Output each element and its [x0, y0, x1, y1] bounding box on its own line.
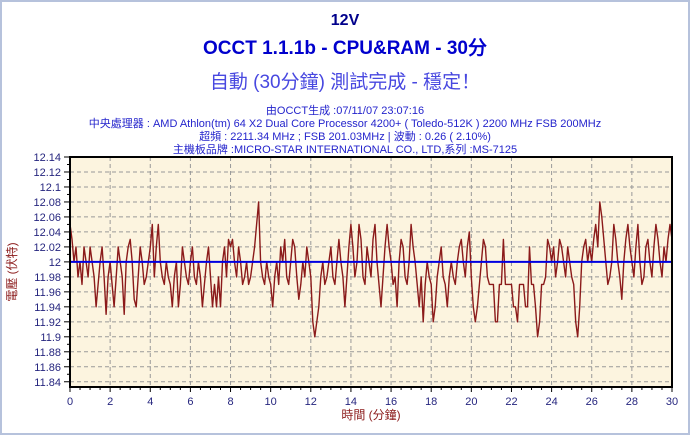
- x-axis-tick-label: 16: [385, 396, 397, 408]
- y-axis-tick-label: 12.1: [40, 182, 61, 194]
- y-axis-tick-label: 11.96: [34, 287, 61, 299]
- overclock-info: 超頻 : 2211.34 MHz ; FSB 201.03MHz | 波動 : …: [199, 131, 491, 143]
- y-axis-tick-label: 12.02: [33, 242, 61, 254]
- y-axis-tick-label: 11.98: [34, 272, 61, 284]
- x-axis-title: 時間 (分鐘): [341, 407, 400, 422]
- y-axis-tick-labels: 12.14 12.12 12.1 12.08 12.06 12.04 12.02 12 11.9…: [33, 152, 61, 389]
- x-axis-tick-label: 24: [545, 396, 557, 408]
- voltage-series-line: [69, 201, 673, 338]
- system-info-block: 由OCCT生成 :07/11/07 23:07:16 中央處理器 : AMD A…: [2, 105, 688, 157]
- test-subtitle: OCCT 1.1.1b - CPU&RAM - 30分: [203, 38, 487, 59]
- voltage-chart: 12.14 12.12 12.1 12.08 12.06 12.04 12.02 12 11.9…: [4, 152, 678, 422]
- axis-ticks: [64, 156, 673, 392]
- x-axis-tick-label: 28: [626, 396, 638, 408]
- cpu-info: 中央處理器 : AMD Athlon(tm) 64 X2 Dual Core P…: [88, 118, 602, 130]
- x-axis-tick-label: 4: [147, 396, 153, 408]
- y-axis-tick-label: 11.88: [34, 347, 61, 359]
- y-axis-title: 電壓 (伏特): [4, 242, 19, 301]
- x-axis-tick-label: 22: [505, 396, 517, 408]
- y-axis-tick-label: 11.86: [34, 362, 61, 374]
- y-axis-tick-label: 12: [49, 257, 61, 269]
- y-axis-tick-label: 12.08: [33, 197, 61, 209]
- x-axis-tick-labels: 0 2 4 6 8 10 12 14 16 18 20 22 24 26 28 30: [67, 396, 678, 408]
- motherboard-info: 主機板品牌 :MICRO-STAR INTERNATIONAL CO., LTD…: [172, 144, 518, 156]
- y-axis-tick-label: 12.14: [33, 152, 61, 164]
- y-axis-tick-label: 11.94: [34, 302, 61, 314]
- x-axis-tick-label: 14: [345, 396, 357, 408]
- x-axis-tick-label: 2: [107, 396, 113, 408]
- y-axis-tick-label: 12.04: [33, 227, 61, 239]
- test-status: 自動 (30分鐘) 測試完成 - 穩定！: [209, 72, 481, 93]
- y-axis-tick-label: 12.06: [33, 212, 61, 224]
- page-title: 12V: [330, 12, 360, 29]
- x-axis-tick-label: 0: [67, 396, 73, 408]
- x-axis-tick-label: 10: [265, 396, 277, 408]
- x-axis-tick-label: 18: [425, 396, 437, 408]
- x-axis-tick-label: 20: [465, 396, 477, 408]
- y-axis-tick-label: 11.92: [34, 317, 61, 329]
- report-header: 12V OCCT 1.1.1b - CPU&RAM - 30分 自動 (30分鐘…: [2, 12, 688, 157]
- generated-timestamp: 由OCCT生成 :07/11/07 23:07:16: [265, 105, 425, 117]
- x-axis-tick-label: 26: [586, 396, 598, 408]
- y-axis-tick-label: 11.9: [40, 332, 61, 344]
- x-axis-tick-label: 8: [227, 396, 233, 408]
- y-axis-tick-label: 11.84: [34, 377, 61, 389]
- x-axis-tick-label: 30: [666, 396, 678, 408]
- plot-border: [69, 156, 673, 388]
- x-axis-tick-label: 12: [305, 396, 317, 408]
- y-axis-tick-label: 12.12: [33, 167, 61, 179]
- x-axis-tick-label: 6: [187, 396, 193, 408]
